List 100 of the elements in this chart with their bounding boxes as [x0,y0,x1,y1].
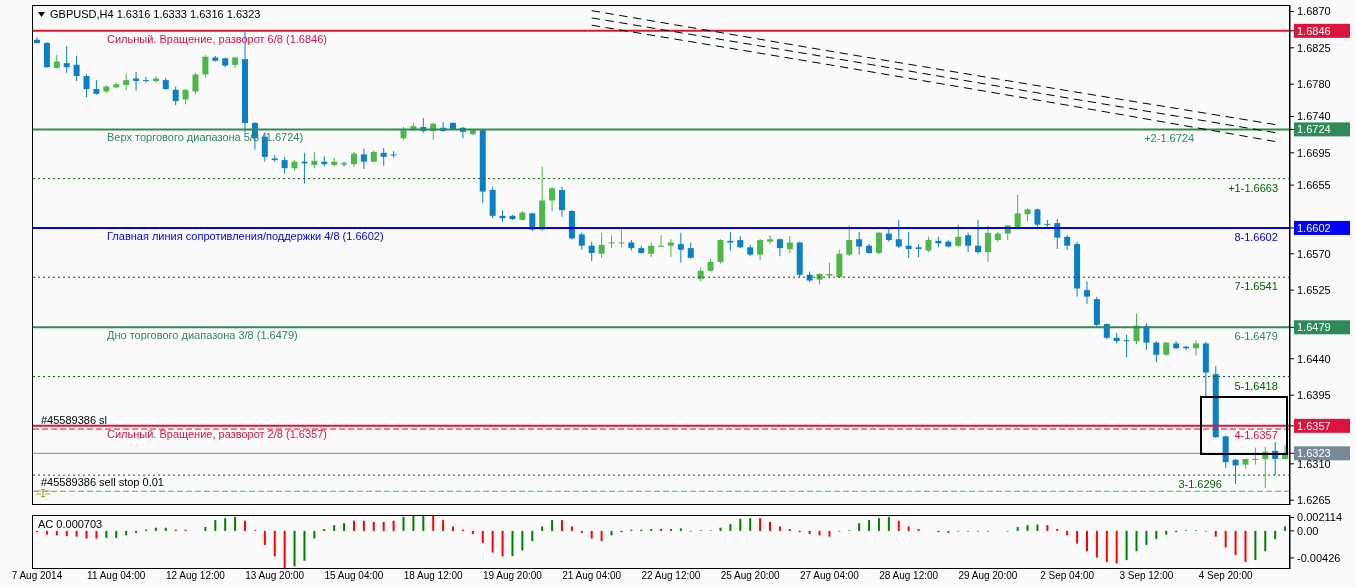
candlestick [658,234,665,248]
bar [808,530,811,535]
candlestick [975,219,982,255]
candlestick [192,72,199,95]
candlestick [648,241,655,258]
bar [679,528,682,531]
y-tick-label: 1.6870 [1297,5,1331,18]
y-tick-label: 1.6265 [1297,494,1331,507]
y-tick-label: 0.00 [1297,524,1319,537]
candlestick [1153,340,1160,363]
candlestick [558,186,565,218]
bar [1214,530,1217,537]
x-tick-label: 4 Sep 20:00 [1198,570,1254,582]
bar [224,518,227,531]
candlestick [1192,339,1199,357]
candlestick [1143,322,1150,351]
y-tick-label: 1.6780 [1297,78,1331,91]
y-tick-label: 1.6825 [1297,41,1331,54]
y-tick-label: 1.6846 [1297,24,1331,37]
x-tick-label: 22 Aug 12:00 [641,570,701,582]
bar [858,523,861,531]
ref-line-label: #45589386 sl [41,414,108,427]
bar [481,530,484,543]
ref-line-label: Дно торгового диапазона 3/8 (1.6479) [107,329,298,342]
x-tick-label: 29 Aug 20:00 [958,570,1018,582]
bar [1264,530,1267,552]
bar [45,530,48,535]
candlestick [776,237,783,257]
bar [382,521,385,531]
bar [1254,530,1257,561]
y-tick-label: 1.6740 [1297,110,1331,123]
bar [234,516,237,531]
candlestick [63,45,70,74]
bar [719,527,722,531]
candlestick [875,231,882,256]
candlestick [856,231,863,256]
candlestick [598,232,605,259]
bar [303,530,306,561]
candlestick [1014,194,1021,231]
bar [1145,530,1148,545]
bar [1105,530,1108,563]
y-tick-label: 1.6602 [1297,221,1331,234]
bar [1076,530,1079,544]
y-tick-label: 1.6525 [1297,284,1331,297]
candlestick [955,224,962,248]
candlestick [885,226,892,243]
annotation: +2-1.6724 [1144,132,1195,145]
bar [1095,530,1098,558]
bar [95,530,98,539]
bar [778,526,781,531]
bar [412,515,415,531]
bar [105,530,108,538]
candlestick [588,241,595,262]
annotation: +1-1.6663 [1228,181,1279,194]
bar [1234,530,1237,556]
candlestick [1083,280,1090,305]
candlestick [895,219,902,249]
y-tick-label: 1.6479 [1297,321,1331,334]
ref-line-label: Сильный. Вращение, разворот 6/8 (1.6846) [107,32,327,45]
y-tick-label: 1.6323 [1297,447,1331,460]
ref-line-label: #45589386 sell stop 0.01 [41,476,164,489]
bar [897,520,900,531]
bar [1085,530,1088,552]
y-tick-label: 1.6395 [1297,389,1331,402]
bar [531,530,534,542]
bar [244,520,247,531]
candlestick [202,54,209,79]
bar [491,530,494,553]
annotation: 8-1.6602 [1234,230,1278,243]
ref-line-label: Сильный. Вращение, разворот 2/8 (1.6357) [107,427,327,440]
candlestick [677,232,684,264]
bar [1165,530,1168,535]
bar [1284,526,1287,531]
bar [164,527,167,531]
x-tick-label: 2 Sep 04:00 [1040,570,1095,582]
annotation: 5-1.6418 [1234,379,1278,392]
bar [313,530,316,539]
bar [263,530,266,545]
bar [293,530,296,567]
chart-title: GBPUSD,H4 1.6316 1.6333 1.6316 1.6323 [50,8,261,20]
bar [590,530,593,539]
y-tick-label: 1.6570 [1297,247,1331,260]
x-tick-label: 27 Aug 04:00 [799,570,860,582]
chart-title: AC 0.000703 [38,518,103,530]
bar [65,530,68,536]
candlestick [123,73,130,92]
bar [521,530,524,551]
bar [343,523,346,531]
bar [214,520,217,531]
bar [600,530,603,542]
bar [1036,524,1039,531]
candlestick [172,86,179,106]
candlestick [1054,218,1061,250]
candlestick [83,73,90,98]
candlestick [73,55,80,82]
bar [501,530,504,557]
x-tick-label: 12 Aug 12:00 [165,570,226,582]
candlestick [34,36,40,45]
x-tick-label: 11 Aug 04:00 [87,570,146,582]
bar [828,530,831,537]
